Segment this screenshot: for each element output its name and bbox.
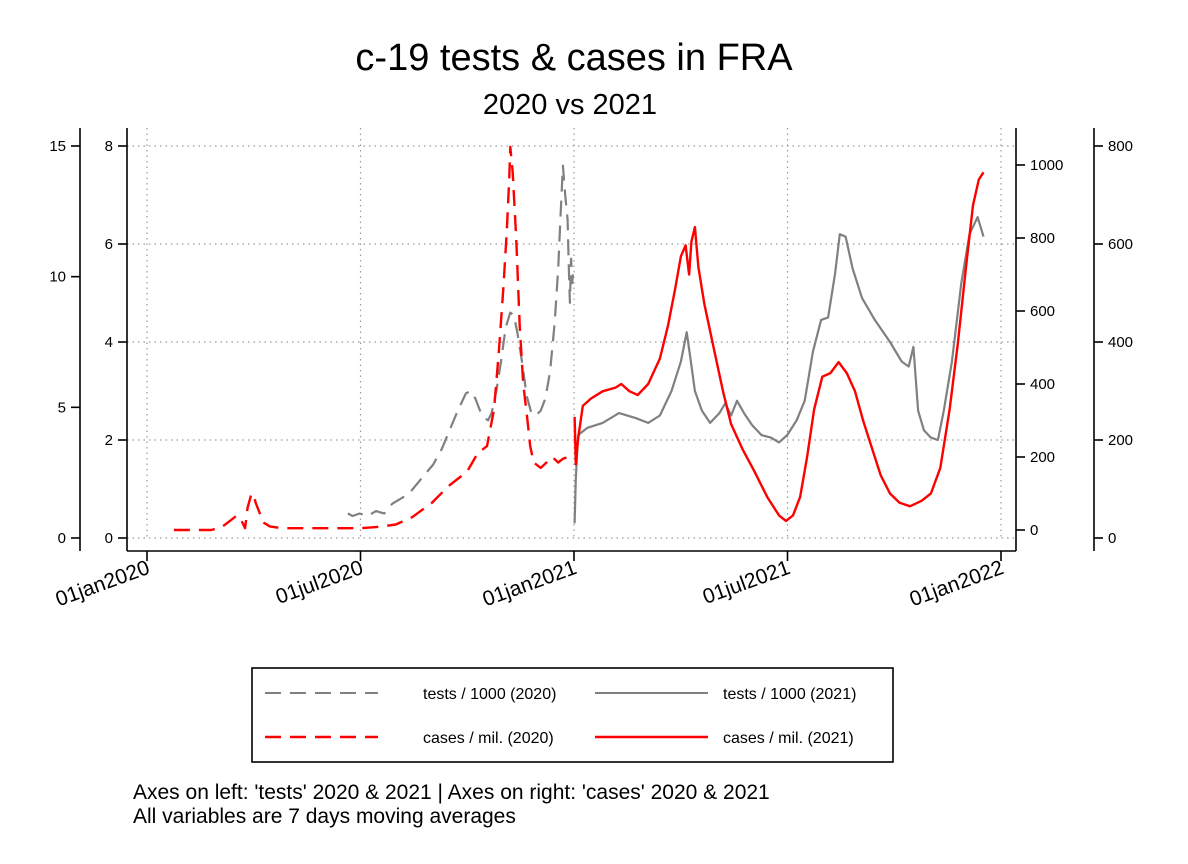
- y-tick-label: 800: [1108, 138, 1133, 155]
- y-tick-label: 10: [49, 269, 66, 286]
- legend-box: [251, 667, 894, 763]
- y-tick-label: 0: [58, 530, 66, 547]
- y-tick-label: 4: [105, 334, 113, 351]
- y-tick-label: 2: [105, 432, 113, 449]
- y-tick-label: 0: [1108, 530, 1116, 547]
- y-tick-label: 5: [58, 399, 66, 416]
- legend-label-cases-2021: cases / mil. (2021): [723, 730, 854, 747]
- footnote-moving-average: All variables are 7 days moving averages: [133, 805, 516, 828]
- series-line-2: [173, 145, 573, 532]
- y-tick-label: 8: [105, 138, 113, 155]
- x-tick-label: 01jul2021: [700, 556, 793, 609]
- y-tick-label: 600: [1030, 303, 1055, 320]
- y-tick-label: 400: [1030, 376, 1055, 393]
- y-tick-label: 200: [1108, 432, 1133, 449]
- y-tick-label: 0: [1030, 522, 1038, 539]
- x-tick-label: 01jul2020: [273, 556, 366, 609]
- series-line-3: [573, 216, 985, 524]
- chart-title: c-19 tests & cases in FRA: [355, 37, 793, 79]
- legend-label-tests-2020: tests / 1000 (2020): [423, 686, 556, 703]
- series-line-4: [573, 171, 985, 523]
- grid: [127, 128, 1016, 539]
- y-tick-label: 15: [49, 138, 66, 155]
- y-tick-label: 600: [1108, 236, 1133, 253]
- y-tick-label: 800: [1030, 230, 1055, 247]
- x-tick-label: 01jan2022: [907, 556, 1007, 611]
- x-tick-label: 01jan2020: [53, 556, 153, 611]
- y-tick-label: 200: [1030, 449, 1055, 466]
- x-tick-label: 01jan2021: [480, 556, 580, 611]
- y-tick-label: 400: [1108, 334, 1133, 351]
- legend: tests / 1000 (2020) tests / 1000 (2021) …: [251, 667, 894, 763]
- axes: 01jan2020 01jul2020 01jan2021 01jul2021 01ja…: [49, 128, 1133, 611]
- y-tick-label: 0: [105, 530, 113, 547]
- chart-subtitle: 2020 vs 2021: [483, 89, 657, 121]
- series-line-1: [347, 164, 575, 518]
- legend-label-cases-2020: cases / mil. (2020): [423, 730, 554, 747]
- series-lines: [173, 145, 985, 532]
- y-tick-label: 6: [105, 236, 113, 253]
- legend-label-tests-2021: tests / 1000 (2021): [723, 686, 856, 703]
- y-tick-label: 1000: [1030, 157, 1063, 174]
- footnote-axes: Axes on left: 'tests' 2020 & 2021 | Axes…: [133, 781, 770, 804]
